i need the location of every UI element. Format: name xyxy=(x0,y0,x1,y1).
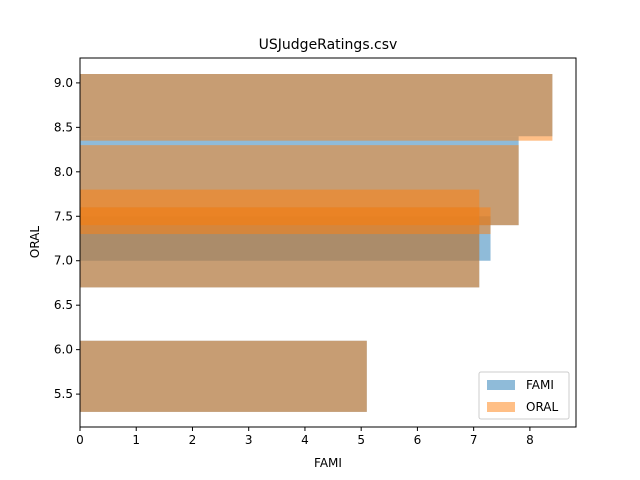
chart-title: USJudgeRatings.csv xyxy=(259,37,398,53)
legend-label-fami: FAMI xyxy=(526,378,554,392)
y-tick-label: 8.0 xyxy=(54,165,73,179)
legend-swatch-fami xyxy=(487,380,515,390)
x-tick-label: 2 xyxy=(189,433,197,447)
y-axis: 5.5 6.0 6.5 7.0 7.5 8.0 8.5 9.0 xyxy=(54,76,80,401)
x-axis-label: FAMI xyxy=(314,456,342,470)
x-tick-label: 7 xyxy=(470,433,478,447)
y-tick-label: 5.5 xyxy=(54,387,73,401)
bar-oral-0 xyxy=(80,74,553,141)
y-tick-label: 6.5 xyxy=(54,298,73,312)
legend-label-oral: ORAL xyxy=(526,400,559,414)
x-tick-label: 4 xyxy=(301,433,309,447)
bar-oral-2 xyxy=(80,189,480,288)
x-tick-label: 1 xyxy=(132,433,140,447)
x-tick-label: 6 xyxy=(414,433,422,447)
x-tick-label: 0 xyxy=(76,433,84,447)
plot-frame xyxy=(79,57,577,428)
x-tick-label: 3 xyxy=(245,433,253,447)
x-tick-label: 5 xyxy=(357,433,365,447)
x-axis: 0 1 2 3 4 5 6 7 8 xyxy=(76,427,534,447)
y-tick-label: 7.5 xyxy=(54,209,73,223)
y-axis-label: ORAL xyxy=(28,226,42,259)
legend: FAMI ORAL xyxy=(478,371,570,420)
legend-swatch-oral xyxy=(487,402,515,412)
y-tick-label: 9.0 xyxy=(54,76,73,90)
y-tick-label: 7.0 xyxy=(54,254,73,268)
y-tick-label: 6.0 xyxy=(54,343,73,357)
x-tick-label: 8 xyxy=(526,433,534,447)
bars-layer xyxy=(80,74,553,412)
bar-oral-4 xyxy=(80,340,367,412)
y-tick-label: 8.5 xyxy=(54,120,73,134)
bar-oral-3 xyxy=(80,207,491,235)
